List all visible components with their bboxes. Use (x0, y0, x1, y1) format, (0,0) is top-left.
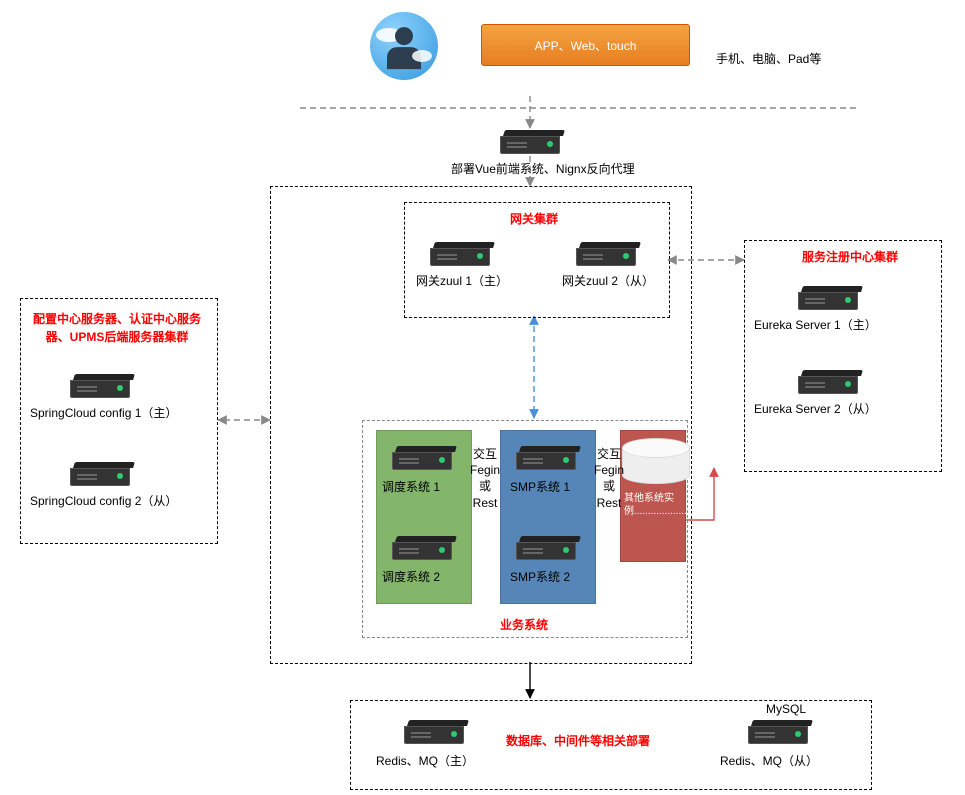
other-cylinder-icon (622, 438, 690, 486)
smp-1-icon (516, 446, 576, 468)
client-globe-icon (370, 12, 438, 80)
eureka-2-label: Eureka Server 2（从） (754, 400, 877, 417)
smp-2-icon (516, 536, 576, 558)
config-1-icon (70, 374, 130, 396)
devices-label: 手机、电脑、Pad等 (716, 50, 821, 67)
config-2-label: SpringCloud config 2（从） (30, 492, 177, 509)
eureka-2-icon (798, 370, 858, 392)
other-label: 其他系统实例........................ (624, 492, 680, 518)
config-1-label: SpringCloud config 1（主） (30, 404, 177, 421)
smp-1-label: SMP系统 1 (510, 478, 570, 495)
interaction-1-label: 交互 Fegin 或 Rest (470, 446, 500, 511)
schedule-1-icon (392, 446, 452, 468)
smp-2-label: SMP系统 2 (510, 568, 570, 585)
db-left-label: Redis、MQ（主） (376, 752, 474, 769)
business-title: 业务系统 (500, 616, 548, 633)
eureka-1-label: Eureka Server 1（主） (754, 316, 877, 333)
clients-button-label: APP、Web、touch (535, 37, 637, 54)
eureka-cluster-box (744, 240, 942, 472)
config-title: 配置中心服务器、认证中心服务器、UPMS后端服务器集群 (32, 310, 202, 346)
database-title: 数据库、中间件等相关部署 (506, 732, 650, 749)
db-right-label: Redis、MQ（从） (720, 752, 818, 769)
frontend-label: 部署Vue前端系统、Nignx反向代理 (451, 160, 635, 177)
gateway-1-label: 网关zuul 1（主） (416, 272, 508, 289)
gateway-2-label: 网关zuul 2（从） (562, 272, 654, 289)
eureka-title: 服务注册中心集群 (790, 248, 910, 266)
clients-button: APP、Web、touch (481, 24, 690, 66)
gateway-2-icon (576, 242, 636, 264)
schedule-2-label: 调度系统 2 (382, 568, 440, 585)
schedule-2-icon (392, 536, 452, 558)
mysql-label: MySQL (766, 702, 806, 716)
db-right-icon (748, 720, 808, 742)
frontend-server-icon (500, 130, 560, 152)
config-2-icon (70, 462, 130, 484)
schedule-1-label: 调度系统 1 (382, 478, 440, 495)
eureka-1-icon (798, 286, 858, 308)
db-left-icon (404, 720, 464, 742)
interaction-2-label: 交互 Fegin 或 Rest (594, 446, 624, 511)
gateway-1-icon (430, 242, 490, 264)
gateway-title: 网关集群 (510, 210, 558, 227)
